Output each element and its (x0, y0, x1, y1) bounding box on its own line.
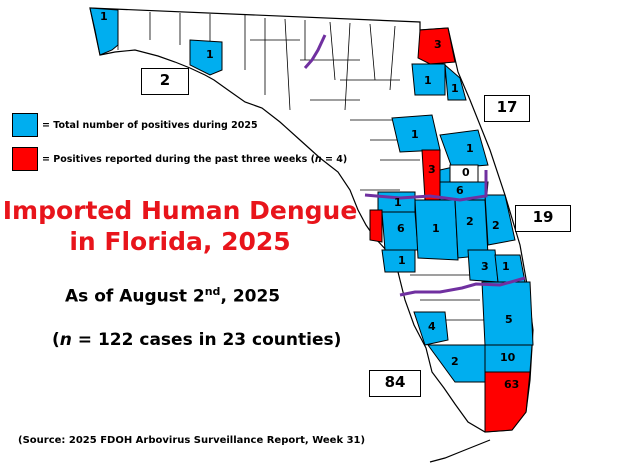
source-note: (Source: 2025 FDOH Arbovirus Surveillanc… (18, 435, 366, 446)
count-nassau: 3 (434, 38, 442, 51)
count-collier: 2 (451, 355, 459, 368)
county-okaloosa (189, 39, 223, 76)
legend-total-swatch (12, 113, 38, 137)
legend-recent-label: = Positives reported during the past thr… (42, 153, 348, 165)
legend-recent-swatch (12, 147, 38, 171)
legend-total-label: = Total number of positives during 2025 (42, 119, 258, 131)
region-line-central-north (364, 170, 488, 202)
county-osceola (454, 199, 489, 259)
map-title-line1: Imported Human Dengue (2, 196, 358, 225)
legend-recent: = Positives reported during the past thr… (12, 146, 347, 172)
county-nassau (417, 27, 456, 65)
county-volusia (439, 129, 489, 169)
region-total-central: 19 (515, 205, 571, 232)
map-title-line2: in Florida, 2025 (69, 227, 291, 256)
case-count-summary: (n = 122 cases in 23 counties) (52, 330, 342, 350)
county-marion (421, 149, 441, 201)
legend-total: = Total number of positives during 2025 (12, 112, 258, 138)
count-miamidade: 63 (504, 378, 519, 391)
count-lee: 4 (428, 320, 436, 333)
count-highlands: 3 (481, 260, 489, 273)
red-counties (369, 27, 531, 433)
region-total-southern: 84 (369, 370, 421, 397)
region-line-central-south (399, 276, 526, 297)
count-palmbeach: 5 (505, 313, 513, 326)
count-stlucie: 1 (502, 260, 510, 273)
county-miamidade (484, 371, 531, 433)
region-boundaries (303, 34, 526, 297)
count-osceola: 2 (466, 215, 474, 228)
blue-counties (89, 7, 534, 383)
count-stjohns: 1 (451, 82, 459, 95)
count-manatee: 1 (398, 254, 406, 267)
count-brevard: 2 (492, 219, 500, 232)
count-polk: 1 (432, 222, 440, 235)
count-duval: 1 (424, 74, 432, 87)
count-marion: 3 (428, 163, 436, 176)
count-lake: 0 (462, 166, 470, 179)
count-pasco: 1 (394, 196, 402, 209)
county-manatee (381, 249, 416, 273)
count-hillsborough: 6 (397, 222, 405, 235)
count-alachua: 1 (411, 128, 419, 141)
county-lake (449, 164, 479, 183)
county-polk (414, 199, 459, 261)
count-escambia: 1 (100, 10, 108, 23)
county-brevard (484, 194, 516, 246)
county-stjohns (444, 63, 467, 101)
count-broward: 10 (500, 351, 516, 364)
county-escambia (89, 7, 119, 56)
county-lee (413, 311, 449, 346)
count-volusia: 1 (466, 142, 474, 155)
as-of-date: As of August 2nd, 2025 (65, 285, 281, 307)
count-orange: 6 (456, 184, 464, 197)
region-total-northeast: 17 (484, 95, 530, 122)
florida-keys (429, 439, 491, 463)
county-count-labels: 1 1 3 1 1 1 1 3 0 6 1 6 1 2 2 1 3 1 5 4 … (100, 10, 519, 391)
count-okaloosa: 1 (206, 48, 214, 61)
county-pinellas (369, 209, 383, 243)
region-total-northwest: 2 (141, 68, 189, 95)
region-line-panhandle (303, 34, 327, 69)
